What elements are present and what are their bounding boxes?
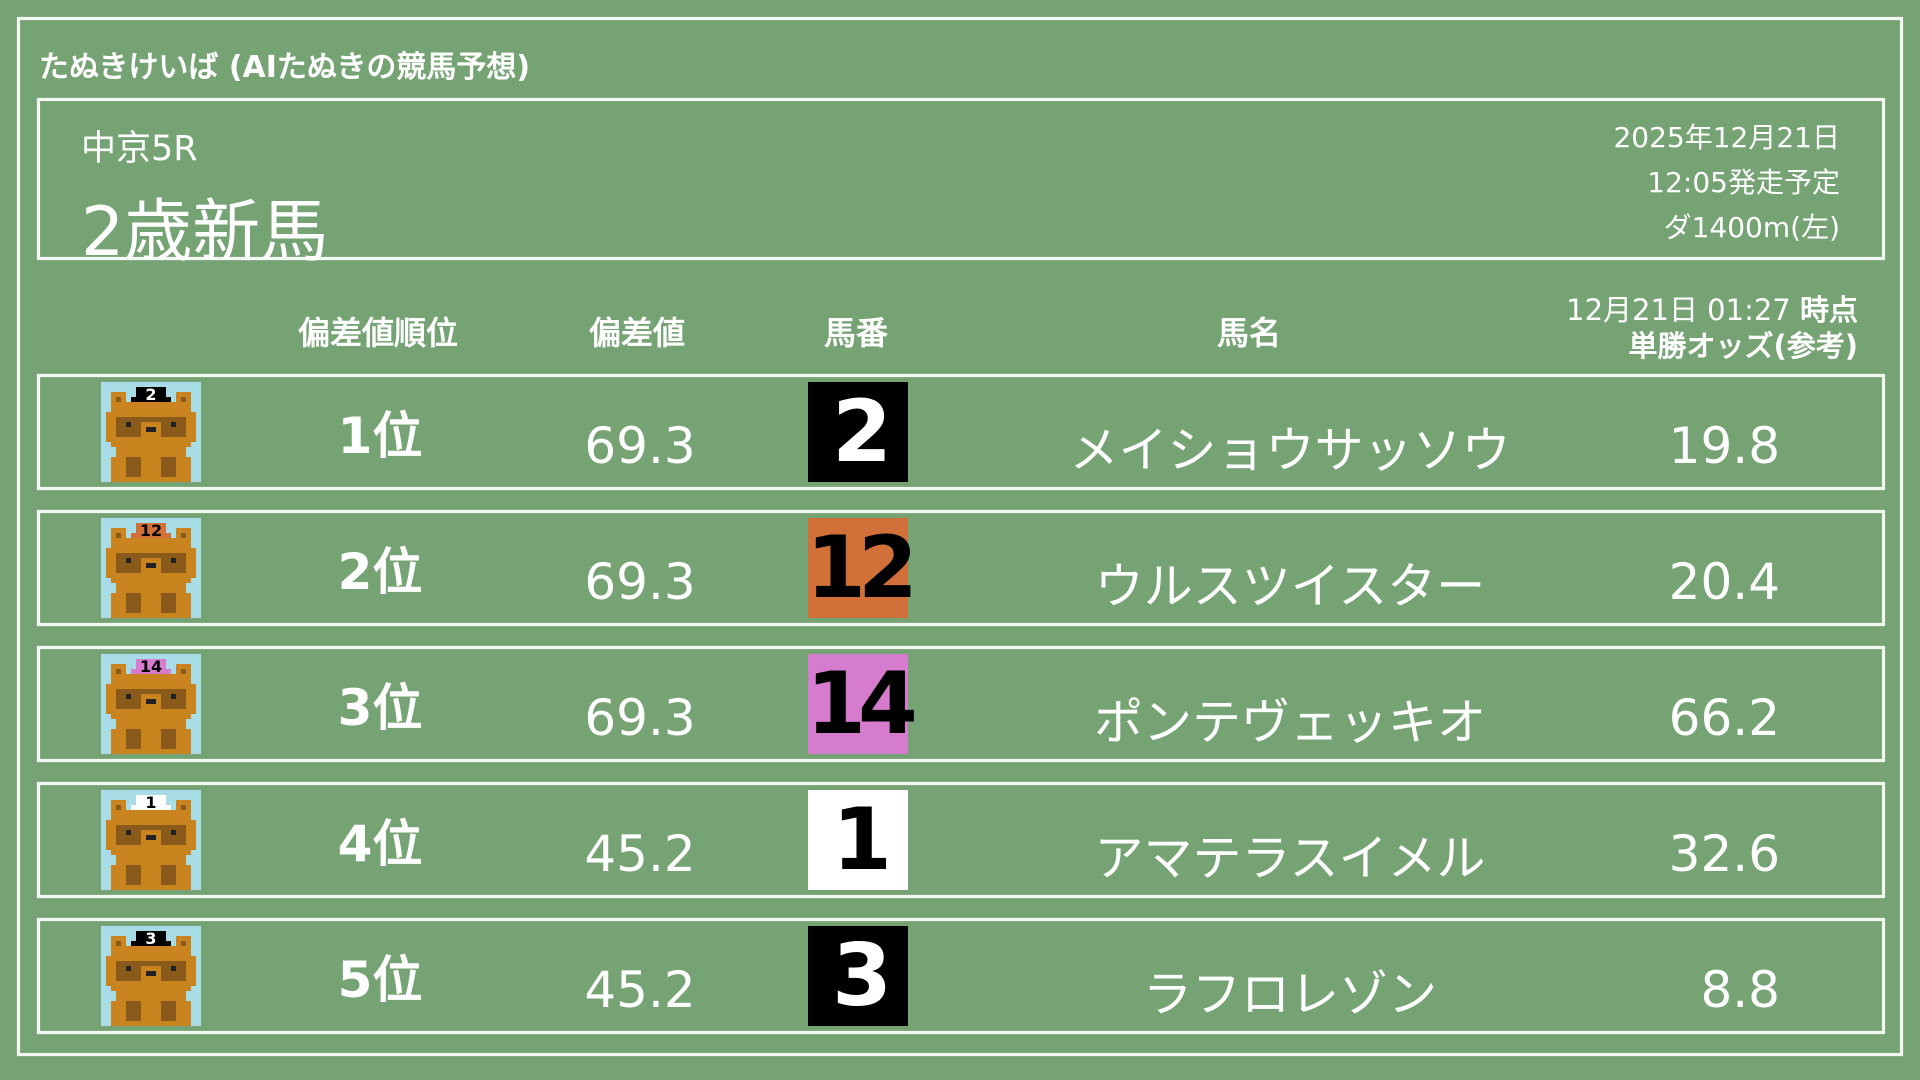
column-header-deviation: 偏差値 bbox=[588, 314, 686, 352]
rank: 1位 bbox=[337, 407, 423, 465]
column-header-number: 馬番 bbox=[823, 314, 889, 352]
horse-number-badge: 12 bbox=[806, 518, 918, 618]
horse-number-badge: 3 bbox=[808, 926, 908, 1026]
race-info-box bbox=[37, 98, 1885, 260]
race-course: ダ1400m(左) bbox=[1663, 211, 1840, 244]
deviation-value: 45.2 bbox=[584, 825, 696, 883]
horse-name: ウルスツイスター bbox=[1094, 557, 1486, 615]
horse-number-cell: 1 bbox=[808, 785, 908, 895]
odds-time-suffix: 時点 bbox=[1799, 293, 1858, 327]
tanuki-icon: 1 bbox=[101, 785, 201, 895]
win-odds: 20.4 bbox=[1668, 553, 1780, 611]
deviation-value: 45.2 bbox=[584, 961, 696, 1019]
table-row: 14 3位 69.3 14 ポンテヴェッキオ 66.2 bbox=[37, 646, 1885, 762]
win-odds: 8.8 bbox=[1700, 961, 1780, 1019]
tanuki-icon: 3 bbox=[101, 921, 201, 1031]
horse-number-cell: 3 bbox=[808, 921, 908, 1031]
odds-label: 単勝オッズ(参考) bbox=[1628, 329, 1858, 363]
app-title: たぬきけいば (AIたぬきの競馬予想) bbox=[39, 50, 531, 85]
horse-name: ラフロレゾン bbox=[1142, 965, 1437, 1023]
column-header-odds: 12月21日 01:27 時点 単勝オッズ(参考) bbox=[1566, 292, 1858, 364]
svg-text:2: 2 bbox=[145, 385, 156, 404]
horse-number-badge: 2 bbox=[808, 382, 908, 482]
race-name: 2歳新馬 bbox=[81, 193, 329, 272]
horse-number-cell: 14 bbox=[806, 649, 918, 759]
table-row: 2 1位 69.3 2 メイショウサッソウ 19.8 bbox=[37, 374, 1885, 490]
win-odds: 66.2 bbox=[1668, 689, 1780, 747]
race-date: 2025年12月21日 bbox=[1613, 121, 1840, 154]
svg-text:3: 3 bbox=[145, 929, 156, 948]
board-frame bbox=[17, 17, 1903, 1056]
horse-number-badge: 1 bbox=[808, 790, 908, 890]
deviation-value: 69.3 bbox=[584, 417, 696, 475]
rank: 2位 bbox=[337, 543, 423, 601]
svg-text:1: 1 bbox=[145, 793, 156, 812]
horse-number-cell: 12 bbox=[806, 513, 918, 623]
column-header-rank: 偏差値順位 bbox=[297, 314, 459, 352]
deviation-value: 69.3 bbox=[584, 553, 696, 611]
table-row: 12 2位 69.3 12 ウルスツイスター 20.4 bbox=[37, 510, 1885, 626]
horse-number-cell: 2 bbox=[808, 377, 908, 487]
rank: 4位 bbox=[337, 815, 423, 873]
win-odds: 32.6 bbox=[1668, 825, 1780, 883]
odds-timestamp: 12月21日 01:27 bbox=[1566, 293, 1791, 327]
tanuki-icon: 14 bbox=[101, 649, 201, 759]
deviation-value: 69.3 bbox=[584, 689, 696, 747]
tanuki-icon: 12 bbox=[101, 513, 201, 623]
table-row: 1 4位 45.2 1 アマテラスイメル 32.6 bbox=[37, 782, 1885, 898]
win-odds: 19.8 bbox=[1668, 417, 1780, 475]
tanuki-icon: 2 bbox=[101, 377, 201, 487]
svg-text:14: 14 bbox=[140, 657, 162, 676]
race-venue: 中京5R bbox=[81, 129, 198, 169]
column-header-name: 馬名 bbox=[1216, 314, 1282, 352]
rank: 3位 bbox=[337, 679, 423, 737]
horse-number-badge: 14 bbox=[806, 654, 918, 754]
svg-text:12: 12 bbox=[140, 521, 162, 540]
race-start-time: 12:05発走予定 bbox=[1647, 166, 1840, 199]
table-row: 3 5位 45.2 3 ラフロレゾン 8.8 bbox=[37, 918, 1885, 1034]
horse-name: メイショウサッソウ bbox=[1069, 421, 1511, 479]
horse-name: アマテラスイメル bbox=[1094, 829, 1486, 887]
rank: 5位 bbox=[337, 951, 423, 1009]
horse-name: ポンテヴェッキオ bbox=[1093, 693, 1486, 751]
